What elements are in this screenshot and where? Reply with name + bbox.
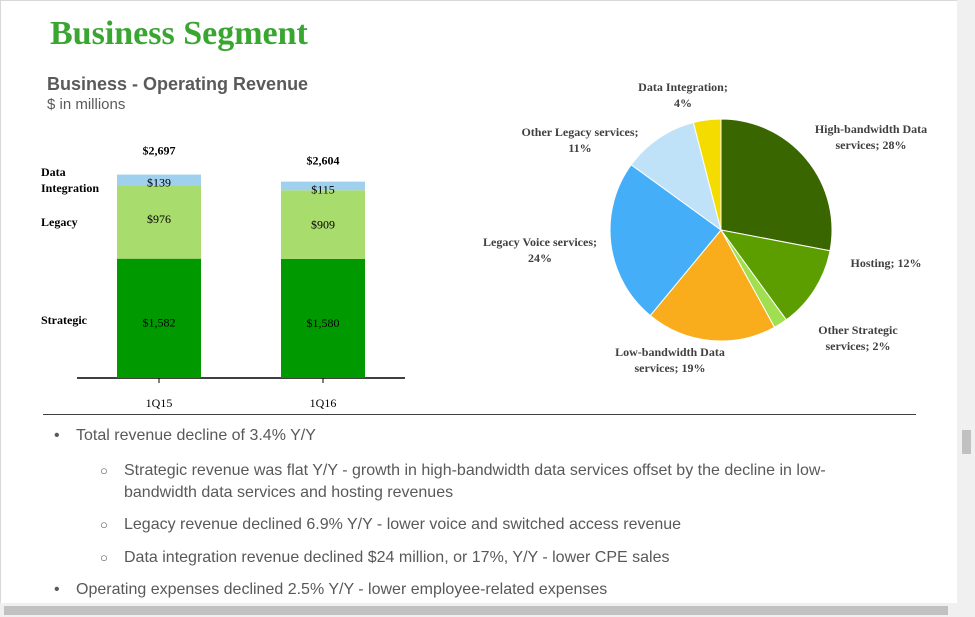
pie-slice-label: 24% <box>528 251 552 265</box>
pie-slice-hosting <box>719 229 831 321</box>
pie-slice-label: services; 19% <box>635 361 706 375</box>
pie-slice-label: Legacy Voice services; <box>483 235 597 249</box>
pie-slice-label: services; 28% <box>836 138 907 152</box>
bar-total-label: $2,697 <box>143 144 176 158</box>
sub-bullet-item: ○ Legacy revenue declined 6.9% Y/Y - low… <box>100 514 894 536</box>
sub-bullet-text: Legacy revenue declined 6.9% Y/Y - lower… <box>124 516 682 533</box>
bar-segment-legacy <box>117 185 201 259</box>
sub-bullet-dot: ○ <box>100 550 108 565</box>
sub-bullet-dot: ○ <box>100 517 108 532</box>
bar-segment-data-integration <box>117 174 201 186</box>
pie-slice-label: 11% <box>568 141 591 155</box>
bar-chart: $1,582 $976 $139 $2,697 1Q15 $1,580 $909 $115 $2… <box>41 144 405 410</box>
pie-chart: High-bandwidth Data services; 28% Hosting;… <box>483 80 927 375</box>
sub-bullet-dot: ○ <box>100 463 108 478</box>
sub-bullet-item: ○ Data integration revenue declined $24 … <box>100 547 894 569</box>
bar-chart-title: Business - Operating Revenue <box>47 74 309 94</box>
legend-label-strategic: Strategic <box>41 313 88 327</box>
pie-slice-label: services; 2% <box>826 339 891 353</box>
bar-chart-unit: $ in millions <box>47 96 126 113</box>
pie-slice-label: Hosting; 12% <box>850 256 921 270</box>
pie-slice-data-integration <box>692 118 722 231</box>
pie-slice-label: Other Strategic <box>818 323 898 337</box>
pie-slice-label: Other Legacy services; <box>521 125 638 139</box>
bullet-text: Total revenue decline of 3.4% Y/Y <box>76 427 316 444</box>
horizontal-scrollbar-thumb[interactable] <box>4 606 948 615</box>
sub-bullet-item: ○ Strategic revenue was flat Y/Y - growt… <box>100 460 894 504</box>
pie-slice-low-bandwidth-data-services <box>649 229 776 342</box>
horizontal-scrollbar[interactable] <box>0 603 975 617</box>
pie-slice-label: Data Integration; <box>638 80 728 94</box>
bullet-dot: • <box>54 581 60 598</box>
bar-segment-legacy <box>281 190 365 259</box>
legend-label-legacy: Legacy <box>41 215 78 229</box>
slide-title: Business Segment <box>50 15 308 52</box>
bar-value-label: $1,582 <box>143 316 176 330</box>
bullet-item: • Total revenue decline of 3.4% Y/Y <box>54 427 316 445</box>
section-divider <box>43 414 916 415</box>
bar-segment-strategic <box>117 258 201 378</box>
bar-value-label: $1,580 <box>307 316 340 330</box>
bar-value-label: $139 <box>147 176 171 190</box>
bullet-dot: • <box>54 427 60 444</box>
bullet-item: • Operating expenses declined 2.5% Y/Y -… <box>54 581 608 599</box>
sub-bullet-text: Data integration revenue declined $24 mi… <box>124 549 670 566</box>
bullet-text: Operating expenses declined 2.5% Y/Y - l… <box>76 581 608 598</box>
vertical-scrollbar[interactable] <box>957 0 975 603</box>
bar-value-label: $909 <box>311 217 335 231</box>
sub-bullet-text: Strategic revenue was flat Y/Y - growth … <box>124 462 826 501</box>
bar-segment-data-integration <box>281 181 365 191</box>
x-tick-label: 1Q16 <box>310 396 337 410</box>
pie-slice-label: High-bandwidth Data <box>815 122 927 136</box>
pie-slice-other-legacy-services <box>630 121 722 232</box>
slide: Business Segment Business - Operating Re… <box>0 0 957 603</box>
pie-slice-label: 4% <box>674 96 692 110</box>
vertical-scrollbar-thumb[interactable] <box>962 430 971 454</box>
bar-value-label: $115 <box>311 183 335 197</box>
legend-label-data-integration: Integration <box>41 181 99 195</box>
bar-total-label: $2,604 <box>307 154 340 168</box>
bar-segment-strategic <box>281 258 365 378</box>
legend-label-data-integration: Data <box>41 165 66 179</box>
pie-slice-legacy-voice-services <box>609 164 722 317</box>
pie-slice-high-bandwidth-data-services <box>720 118 833 252</box>
x-tick-label: 1Q15 <box>146 396 173 410</box>
bar-value-label: $976 <box>147 212 171 226</box>
bullet-list: • Total revenue decline of 3.4% Y/Y ○ St… <box>1 1 957 603</box>
pie-slice-label: Low-bandwidth Data <box>615 345 725 359</box>
